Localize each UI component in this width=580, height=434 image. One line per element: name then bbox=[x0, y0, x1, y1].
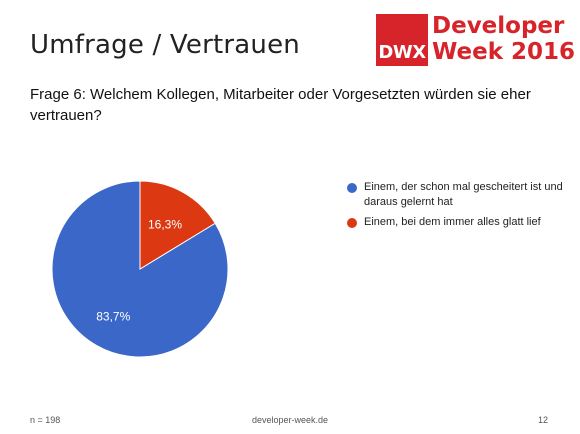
legend-label: Einem, der schon mal gescheitert ist und… bbox=[364, 181, 563, 208]
logo-text-line2: Week 2016 bbox=[432, 39, 576, 65]
legend-swatch bbox=[347, 183, 357, 193]
survey-question: Frage 6: Welchem Kollegen, Mitarbeiter o… bbox=[30, 86, 531, 124]
page-number: 12 bbox=[537, 415, 548, 425]
slice-data-label: 83,7% bbox=[96, 310, 130, 324]
sample-size-note: n = 198 bbox=[30, 415, 61, 425]
developer-week-logo: DWX Developer Week 2016 bbox=[376, 13, 576, 66]
slide-title: Umfrage / Vertrauen bbox=[30, 30, 300, 60]
logo-text-line1: Developer bbox=[432, 13, 565, 39]
dwx-logo-badge: DWX bbox=[376, 14, 428, 66]
chart-legend: Einem, der schon mal gescheitert ist und… bbox=[347, 180, 572, 235]
logo-badge-text: DWX bbox=[378, 42, 426, 63]
legend-swatch bbox=[347, 218, 357, 228]
legend-label: Einem, bei dem immer alles glatt lief bbox=[364, 216, 541, 228]
legend-item: Einem, bei dem immer alles glatt lief bbox=[347, 215, 572, 230]
footer-website: developer-week.de bbox=[251, 415, 329, 425]
legend-item: Einem, der schon mal gescheitert ist und… bbox=[347, 180, 572, 210]
pie-slice bbox=[139, 180, 216, 270]
slice-data-label: 16,3% bbox=[148, 218, 182, 232]
